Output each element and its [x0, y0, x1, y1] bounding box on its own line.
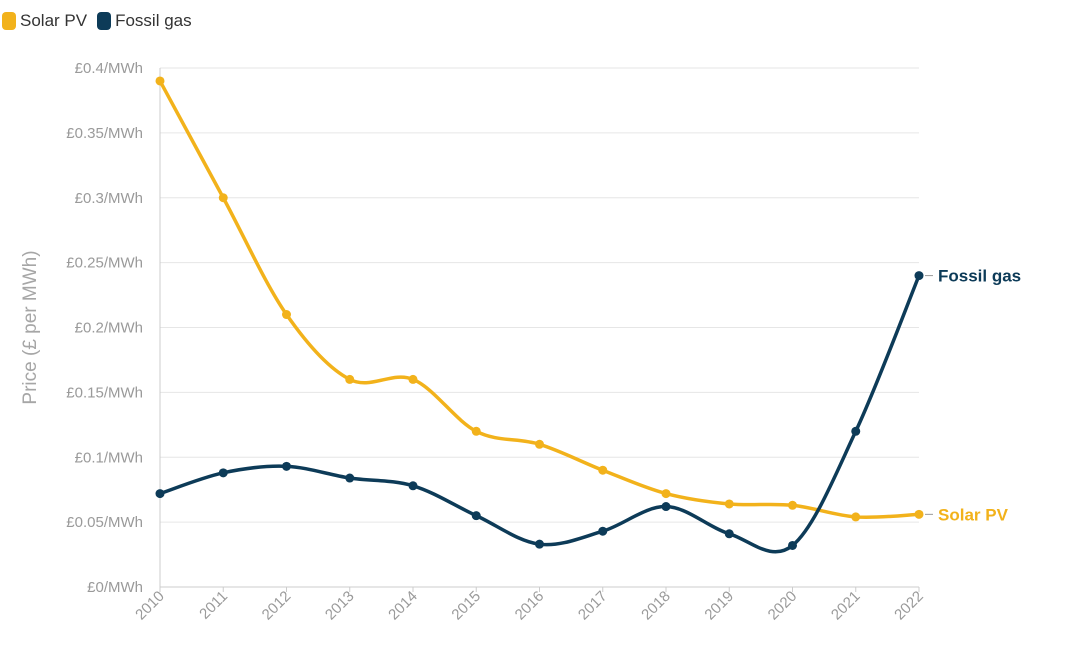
data-point-solar-pv	[345, 374, 355, 384]
legend-label-fossil-gas: Fossil gas	[115, 11, 192, 30]
data-point-fossil-gas	[851, 426, 861, 436]
end-label-fossil-gas: Fossil gas	[938, 267, 1021, 286]
x-tick-label: 2011	[196, 588, 231, 623]
data-point-fossil-gas	[788, 540, 797, 550]
x-tick-label: 2018	[638, 588, 674, 624]
y-axis-label: Price (£ per MWh)	[20, 250, 41, 404]
data-point-solar-pv	[408, 374, 418, 384]
y-tick-label: £0.05/MWh	[66, 514, 143, 531]
chart-legend: Solar PV Fossil gas	[2, 11, 192, 31]
data-point-solar-pv	[788, 500, 797, 510]
data-point-solar-pv	[724, 499, 734, 509]
y-tick-label: £0/MWh	[87, 579, 143, 596]
legend-swatch-fossil-gas	[97, 12, 112, 30]
data-point-fossil-gas	[914, 271, 924, 281]
y-tick-label: £0.1/MWh	[75, 449, 143, 466]
x-tick-label: 2016	[512, 588, 548, 624]
data-point-solar-pv	[218, 193, 228, 203]
data-point-fossil-gas	[598, 526, 608, 536]
legend-label-solar-pv: Solar PV	[20, 11, 88, 30]
legend-item-fossil-gas[interactable]: Fossil gas	[97, 11, 192, 31]
data-point-fossil-gas	[661, 502, 671, 512]
y-tick-label: £0.15/MWh	[66, 384, 143, 401]
data-point-solar-pv	[661, 489, 671, 499]
legend-swatch-solar-pv	[2, 12, 16, 30]
series-line-fossil-gas	[158, 273, 921, 554]
x-tick-label: 2017	[575, 588, 611, 624]
data-point-fossil-gas	[724, 529, 734, 539]
y-tick-label: £0.4/MWh	[75, 60, 143, 77]
x-tick-label: 2022	[891, 588, 927, 624]
data-point-fossil-gas	[155, 489, 165, 499]
x-tick-label: 2020	[765, 588, 801, 624]
x-tick-label: 2012	[259, 588, 295, 624]
data-point-fossil-gas	[345, 473, 355, 483]
data-point-solar-pv	[155, 76, 165, 86]
y-tick-label: £0.35/MWh	[66, 125, 143, 142]
data-point-fossil-gas	[471, 511, 481, 521]
x-tick-label: 2015	[448, 588, 484, 624]
data-point-solar-pv	[851, 512, 861, 522]
series-line-solar-pv	[158, 79, 921, 520]
end-label-solar-pv: Solar PV	[938, 505, 1009, 524]
data-point-fossil-gas	[282, 461, 291, 471]
data-point-fossil-gas	[408, 481, 418, 491]
data-point-solar-pv	[535, 439, 544, 449]
y-tick-label: £0.3/MWh	[75, 190, 143, 207]
data-point-solar-pv	[282, 310, 291, 320]
data-point-solar-pv	[598, 465, 608, 475]
x-tick-label: 2013	[322, 588, 358, 624]
data-point-fossil-gas	[218, 468, 228, 478]
y-tick-label: £0.2/MWh	[75, 320, 143, 337]
x-tick-label: 2014	[385, 588, 421, 624]
data-point-solar-pv	[914, 509, 924, 519]
y-tick-label: £0.25/MWh	[66, 255, 143, 272]
data-point-solar-pv	[471, 426, 481, 436]
x-tick-label: 2021	[828, 588, 864, 624]
data-point-fossil-gas	[535, 539, 544, 549]
legend-item-solar-pv[interactable]: Solar PV	[2, 11, 87, 31]
x-tick-label: 2019	[701, 588, 737, 624]
